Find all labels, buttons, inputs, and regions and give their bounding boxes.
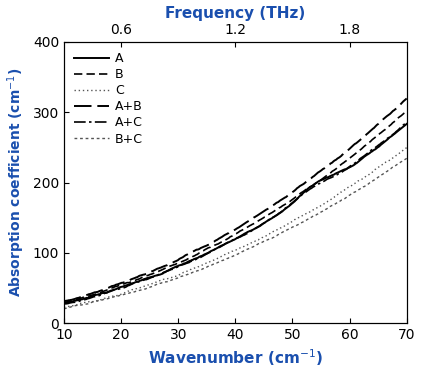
B+C: [396, 162, 401, 166]
A: [404, 122, 409, 126]
C: [396, 152, 401, 156]
B: [265, 213, 270, 217]
B+C: [265, 237, 270, 242]
A+B: [247, 218, 252, 223]
A+C: [224, 241, 229, 245]
B: [342, 159, 347, 164]
C: [224, 251, 229, 256]
B+C: [404, 156, 409, 160]
A+B: [404, 96, 409, 101]
A+B: [224, 232, 229, 236]
A+B: [342, 150, 347, 155]
B: [226, 236, 231, 240]
Line: B: B: [64, 111, 407, 302]
Line: C: C: [64, 148, 407, 307]
C: [247, 242, 252, 246]
A+C: [247, 230, 252, 234]
B: [224, 237, 229, 242]
A+C: [226, 240, 231, 244]
A: [226, 240, 231, 245]
A: [247, 229, 252, 233]
A+C: [342, 168, 347, 172]
Line: A+C: A+C: [64, 122, 407, 304]
Line: A: A: [64, 124, 407, 303]
Legend: A, B, C, A+B, A+C, B+C: A, B, C, A+B, A+C, B+C: [70, 48, 147, 149]
A: [342, 167, 347, 172]
A+B: [265, 206, 270, 211]
C: [404, 145, 409, 150]
A: [224, 241, 229, 245]
A: [61, 301, 67, 306]
B+C: [224, 257, 229, 261]
C: [342, 187, 347, 192]
B: [61, 300, 67, 304]
A+B: [396, 104, 401, 109]
Y-axis label: Absorption coefficient (cm$^{-1}$): Absorption coefficient (cm$^{-1}$): [5, 68, 27, 297]
X-axis label: Frequency (THz): Frequency (THz): [165, 6, 306, 21]
A+C: [61, 302, 67, 306]
B: [404, 109, 409, 114]
Line: A+B: A+B: [64, 98, 407, 301]
Line: B+C: B+C: [64, 158, 407, 309]
A+B: [61, 299, 67, 303]
A+C: [396, 128, 401, 132]
A+C: [404, 120, 409, 125]
X-axis label: Wavenumber (cm$^{-1}$): Wavenumber (cm$^{-1}$): [148, 348, 323, 368]
B+C: [226, 255, 231, 260]
B: [247, 224, 252, 228]
A: [265, 218, 270, 223]
B+C: [342, 196, 347, 201]
C: [61, 305, 67, 310]
C: [226, 251, 231, 255]
A+B: [226, 231, 231, 235]
A: [396, 128, 401, 133]
A+C: [265, 218, 270, 223]
B+C: [247, 246, 252, 251]
B+C: [61, 306, 67, 311]
B: [396, 116, 401, 120]
C: [265, 232, 270, 237]
